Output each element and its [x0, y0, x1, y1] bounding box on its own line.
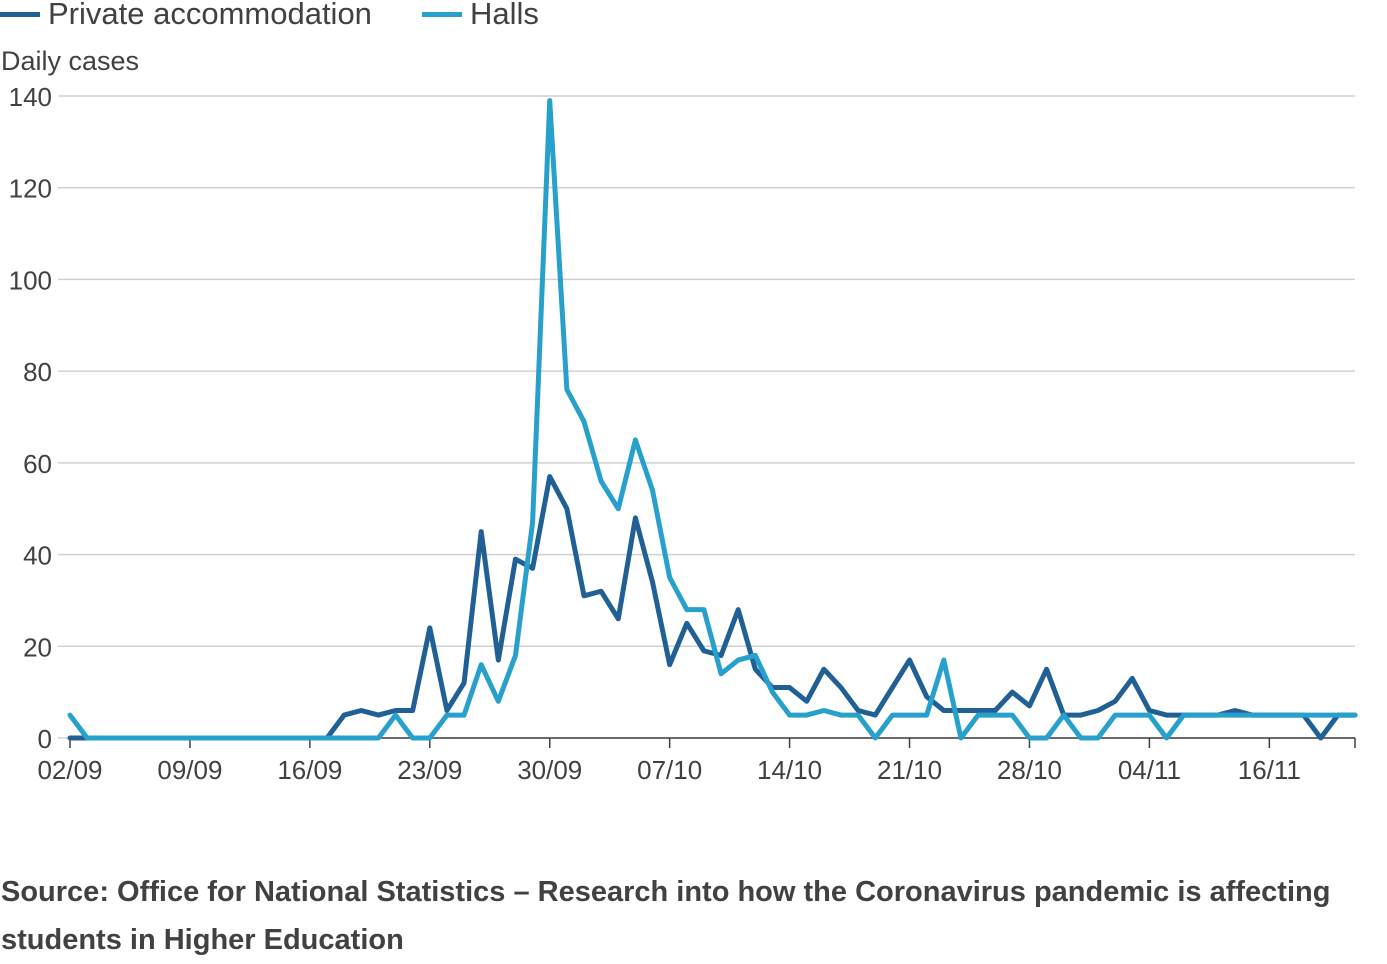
x-tick-label: 16/11 — [1238, 755, 1301, 785]
line-chart: 0 20 40 60 80 100 120 140 02/09 09/09 16/09 23/09 3… — [9, 82, 1358, 785]
x-axis: 02/09 09/09 16/09 23/09 30/09 07/10 14/10 21/10… — [37, 737, 1356, 785]
x-tick-label: 09/09 — [157, 755, 222, 785]
x-tick-label: 28/10 — [997, 755, 1062, 785]
x-tick-label: 23/09 — [397, 755, 462, 785]
legend-label: Private accommodation — [48, 0, 372, 31]
series-lines — [67, 98, 1358, 741]
series-line-halls — [67, 98, 1358, 741]
series-line-private-accommodation — [67, 474, 1358, 741]
y-tick-label: 140 — [9, 82, 52, 112]
x-tick-label: 04/11 — [1118, 755, 1181, 785]
chart-gridlines — [58, 95, 1355, 739]
y-tick-label: 0 — [38, 724, 52, 754]
x-tick-label: 02/09 — [37, 755, 102, 785]
y-tick-label: 100 — [9, 265, 52, 295]
x-tick-label: 07/10 — [637, 755, 702, 785]
y-tick-label: 60 — [23, 449, 52, 479]
legend-item-halls: Halls — [421, 0, 539, 32]
y-tick-label: 120 — [9, 174, 52, 204]
y-axis-ticks: 0 20 40 60 80 100 120 140 — [9, 82, 52, 754]
y-tick-label: 80 — [23, 357, 52, 387]
x-tick-label: 21/10 — [877, 755, 942, 785]
y-tick-label: 40 — [23, 541, 52, 571]
y-tick-label: 20 — [23, 632, 52, 662]
x-tick-label: 16/09 — [277, 755, 342, 785]
legend-swatch-private-accommodation — [0, 11, 40, 17]
chart-legend: Private accommodation Halls — [0, 0, 589, 34]
x-tick-label: 30/09 — [517, 755, 582, 785]
y-axis-label: Daily cases — [1, 46, 140, 76]
legend-item-private-accommodation: Private accommodation — [0, 0, 372, 32]
legend-swatch-halls — [421, 11, 462, 17]
legend-label: Halls — [469, 0, 539, 31]
source-note: Source: Office for National Statistics –… — [1, 876, 1331, 956]
x-tick-label: 14/10 — [757, 755, 822, 785]
